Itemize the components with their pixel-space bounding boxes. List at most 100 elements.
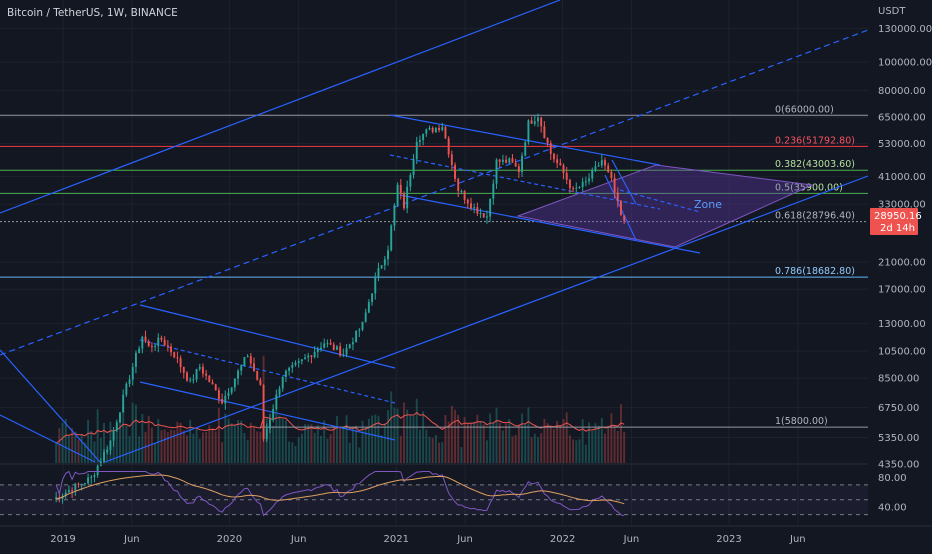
time-tick-label: 2019 [50, 534, 75, 545]
candle-body [470, 203, 472, 209]
candle-body [326, 343, 329, 345]
zone-area[interactable] [516, 164, 814, 248]
volume-bar [214, 431, 217, 463]
volume-bar [201, 432, 204, 463]
candle-body [138, 348, 141, 353]
volume-bar [300, 433, 303, 463]
volume-bar [326, 438, 329, 463]
candle-body [374, 276, 377, 294]
candle-body [243, 357, 246, 366]
volume-bar [336, 416, 338, 463]
volume-bar [620, 404, 622, 463]
volume-bar [406, 409, 409, 463]
candle-body [268, 419, 271, 429]
candle-body [221, 399, 224, 404]
volume-bar [604, 433, 606, 463]
volume-bar [122, 406, 125, 463]
volume-bar [623, 432, 626, 463]
candle-body [90, 476, 93, 478]
volume-bar [438, 442, 441, 463]
candle-body [383, 259, 386, 266]
volume-bar [517, 424, 520, 463]
volume-bar [524, 424, 527, 463]
candle-body [620, 200, 622, 216]
volume-bar [428, 436, 431, 463]
time-axis[interactable]: 2019 Jun 2020 Jun 2021 Jun 2022 Jun 2023 Jun [0, 525, 932, 545]
volume-bar [495, 407, 498, 463]
candle-body [170, 346, 172, 353]
volume-bar [150, 427, 153, 463]
volume-bar [396, 408, 399, 463]
rsi-tick-label: 80.00 [878, 473, 907, 484]
volume-bar [217, 408, 220, 463]
volume-bar [565, 412, 568, 463]
volume-bar [320, 435, 322, 463]
candle-body [377, 268, 380, 277]
trend-line [399, 194, 701, 254]
candle-body [371, 293, 374, 303]
price-axis[interactable]: 130000.00 100000.00 80000.00 65000.00 53000.… [878, 24, 932, 471]
trend-line [139, 339, 396, 404]
volume-bar [83, 442, 86, 463]
volume-bar [297, 437, 300, 463]
candle-body [568, 179, 571, 189]
candle-body [313, 352, 316, 358]
candle-body [217, 390, 220, 400]
volume-bar [568, 435, 571, 463]
volume-bar [176, 421, 179, 463]
volume-bar [339, 428, 342, 463]
candles [55, 113, 626, 504]
volume-bar [457, 414, 460, 463]
volume-bar [233, 425, 236, 463]
volume-bar [441, 442, 444, 463]
candle-body [112, 430, 115, 441]
volume-bar [275, 409, 278, 463]
currency-label: USDT [878, 6, 906, 17]
volume-bar [147, 415, 150, 463]
price-tick-label: 10500.00 [878, 347, 926, 358]
time-tick-label: Jun [456, 534, 473, 545]
volume-bar [387, 410, 389, 463]
volume-bar [537, 437, 539, 463]
candle-body [256, 371, 259, 380]
candle-body [173, 352, 176, 358]
candle-body [489, 198, 492, 217]
time-tick-label: 2022 [550, 534, 575, 545]
trend-lines[interactable] [0, 0, 869, 463]
volume-bar [87, 419, 90, 463]
fib-retracement[interactable]: 0(66000.00) 0.236(51792.80) 0.382(43003.60… [0, 104, 868, 428]
trend-line [0, 29, 869, 356]
time-tick-label: Jun [623, 534, 640, 545]
candle-body [189, 379, 192, 381]
candle-body [144, 336, 147, 342]
volume-bar [224, 413, 227, 463]
rsi-ma-line [56, 474, 625, 505]
volume-bar [310, 424, 313, 463]
candle-body [367, 302, 370, 313]
candle-body [403, 193, 405, 209]
candle-body [358, 329, 361, 331]
price-tick-label: 21000.00 [878, 258, 926, 269]
volume-bar [380, 435, 383, 463]
candle-body [364, 312, 367, 322]
candle-body [559, 163, 562, 166]
volume-bar [575, 440, 578, 463]
candle-body [530, 120, 533, 124]
volume-bar [473, 421, 476, 463]
candle-body [323, 343, 326, 348]
candle-body [387, 250, 389, 260]
volume-bar [141, 413, 144, 463]
volume-bar [367, 418, 370, 463]
volume-bar [345, 415, 348, 463]
volume-bar [581, 419, 584, 463]
volume-bar [230, 423, 233, 463]
candle-body [106, 449, 109, 453]
volume-bar [93, 441, 96, 463]
candle-body [380, 265, 383, 269]
volume-bar [195, 428, 198, 463]
candle-body [581, 181, 584, 187]
candle-body [406, 186, 409, 209]
candle-body [610, 171, 613, 178]
candle-body [444, 127, 447, 139]
